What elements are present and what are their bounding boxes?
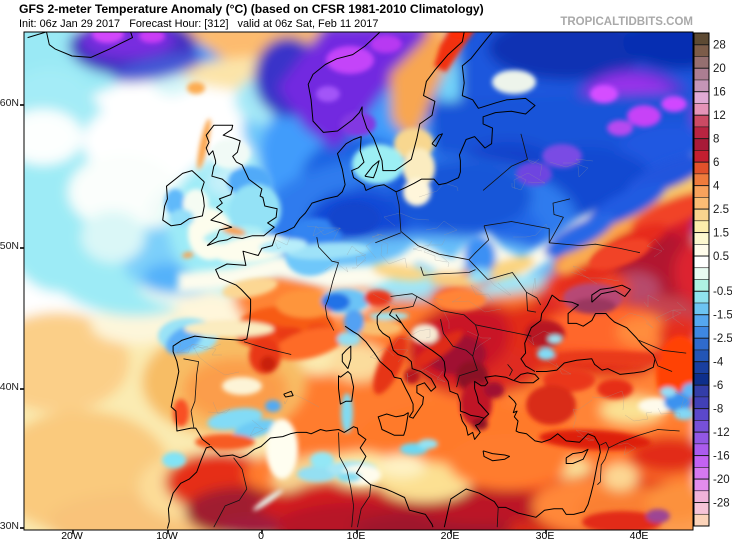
svg-text:-28: -28 — [713, 498, 730, 510]
svg-text:-20: -20 — [713, 474, 730, 486]
svg-text:1.5: 1.5 — [713, 228, 729, 240]
svg-text:4: 4 — [713, 181, 720, 193]
svg-text:8: 8 — [713, 134, 719, 146]
svg-text:0.5: 0.5 — [713, 251, 729, 263]
svg-text:16: 16 — [713, 87, 726, 99]
svg-text:20: 20 — [713, 63, 726, 75]
svg-text:28: 28 — [713, 40, 726, 52]
svg-text:-1.5: -1.5 — [713, 310, 732, 322]
svg-text:2.5: 2.5 — [713, 204, 729, 216]
svg-text:12: 12 — [713, 110, 726, 122]
svg-text:6: 6 — [713, 157, 719, 169]
svg-text:-8: -8 — [713, 404, 723, 416]
svg-text:-0.5: -0.5 — [713, 286, 732, 298]
svg-text:-12: -12 — [713, 427, 730, 439]
svg-text:-2.5: -2.5 — [713, 333, 732, 345]
svg-text:-4: -4 — [713, 357, 724, 369]
svg-text:-6: -6 — [713, 380, 723, 392]
svg-text:-16: -16 — [713, 451, 730, 463]
